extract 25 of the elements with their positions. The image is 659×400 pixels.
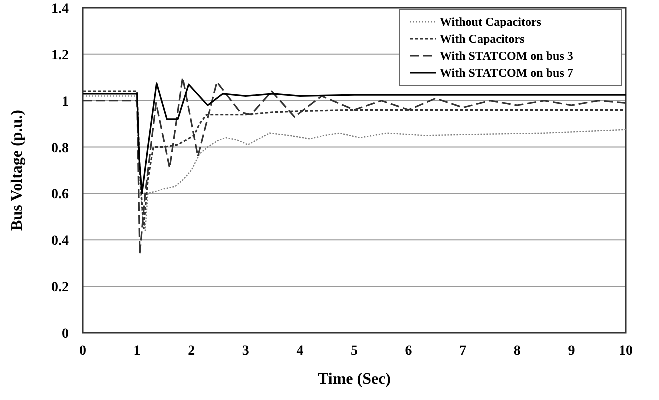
x-tick-label: 9: [568, 344, 576, 359]
x-tick-label: 8: [514, 344, 521, 359]
x-axis-title: Time (Sec): [318, 371, 392, 388]
legend-label: With STATCOM on bus 3: [440, 49, 574, 63]
legend-label: With STATCOM on bus 7: [440, 66, 574, 80]
y-tick-label: 0: [62, 327, 69, 342]
x-tick-label: 6: [405, 344, 412, 359]
y-tick-label: 0.4: [52, 234, 69, 250]
y-tick-label: 1.2: [52, 48, 69, 64]
x-tick-label: 4: [296, 344, 304, 359]
x-tick-label: 3: [242, 344, 250, 359]
y-tick-label: 0.2: [52, 280, 69, 296]
y-axis-title: Bus Voltage (p.u.): [9, 110, 26, 231]
y-tick-label: 1.4: [52, 2, 69, 17]
x-tick-label: 7: [460, 344, 467, 359]
y-tick-label: 0.6: [52, 188, 69, 203]
x-tick-label: 2: [188, 344, 196, 359]
x-tick-label: 10: [619, 344, 633, 359]
legend-label: With Capacitors: [440, 32, 526, 46]
y-tick-label: 0.8: [52, 141, 69, 156]
legend-label: Without Capacitors: [440, 15, 542, 29]
x-tick-label: 0: [80, 344, 86, 359]
x-tick-label: 1: [134, 344, 141, 359]
x-tick-label: 5: [351, 344, 358, 359]
y-tick-label: 1: [62, 94, 69, 110]
